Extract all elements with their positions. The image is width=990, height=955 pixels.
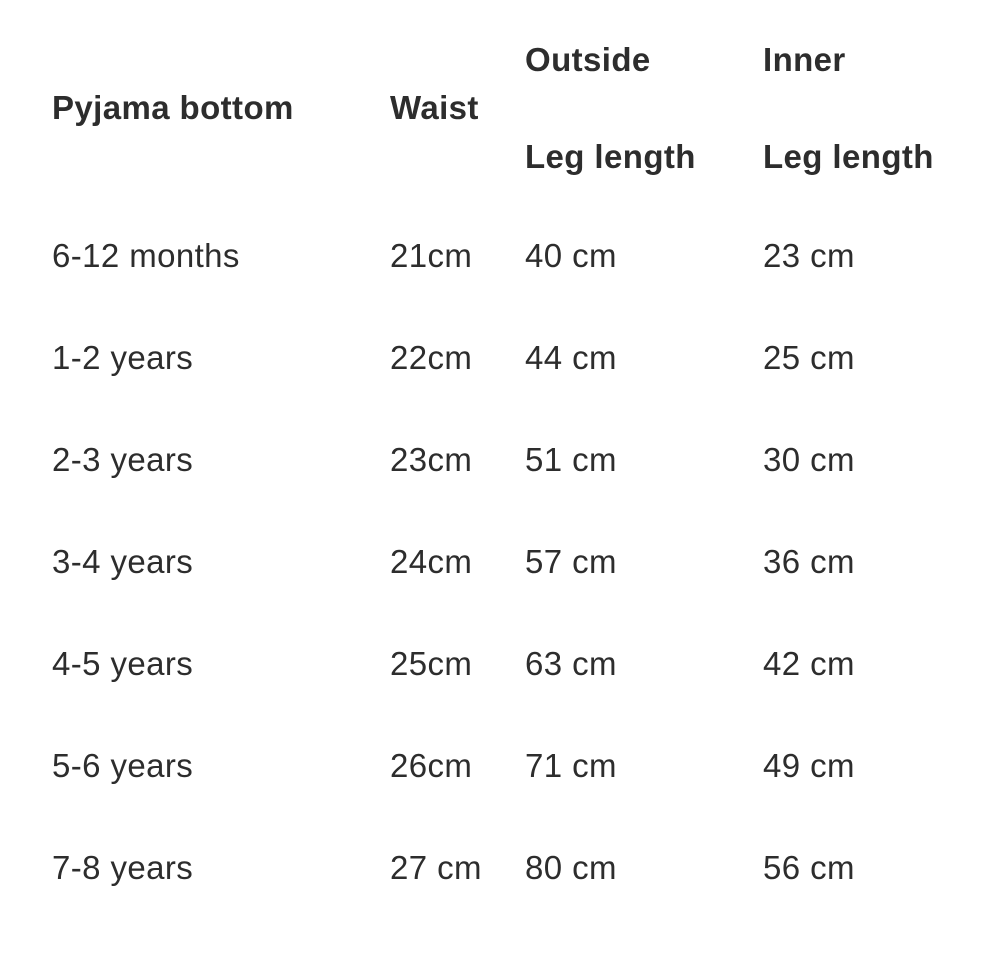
cell-waist: 21cm <box>390 237 473 274</box>
header-inner-leg-line1: Inner <box>763 40 846 78</box>
cell-size: 6-12 months <box>52 237 240 274</box>
cell-outside-leg: 63 cm <box>525 645 617 682</box>
size-chart-header-row: Pyjama bottom Waist Outside Leg length I… <box>52 10 990 205</box>
cell-inner-leg: 49 cm <box>763 747 855 784</box>
table-row: 6-12 months 21cm 40 cm 23 cm <box>52 205 990 307</box>
table-row: 4-5 years 25cm 63 cm 42 cm <box>52 613 990 715</box>
header-outside-leg-length: Outside Leg length <box>525 10 763 205</box>
table-row: 5-6 years 26cm 71 cm 49 cm <box>52 715 990 817</box>
cell-inner-leg: 56 cm <box>763 849 855 886</box>
pyjama-bottom-size-chart: Pyjama bottom Waist Outside Leg length I… <box>52 10 990 919</box>
header-waist-line1: Waist <box>390 89 479 126</box>
cell-size: 5-6 years <box>52 747 194 784</box>
cell-waist: 24cm <box>390 543 473 580</box>
cell-waist: 23cm <box>390 441 473 478</box>
cell-outside-leg: 71 cm <box>525 747 617 784</box>
cell-inner-leg: 36 cm <box>763 543 855 580</box>
table-row: 7-8 years 27 cm 80 cm 56 cm <box>52 817 990 919</box>
header-inner-leg-length: Inner Leg length <box>763 10 990 205</box>
cell-outside-leg: 51 cm <box>525 441 617 478</box>
cell-outside-leg: 44 cm <box>525 339 617 376</box>
cell-size: 4-5 years <box>52 645 194 682</box>
cell-outside-leg: 57 cm <box>525 543 617 580</box>
cell-inner-leg: 30 cm <box>763 441 855 478</box>
cell-outside-leg: 40 cm <box>525 237 617 274</box>
cell-inner-leg: 25 cm <box>763 339 855 376</box>
header-pyjama-bottom: Pyjama bottom <box>52 10 390 205</box>
cell-waist: 26cm <box>390 747 473 784</box>
header-outside-leg-line2: Leg length <box>525 137 696 175</box>
table-row: 3-4 years 24cm 57 cm 36 cm <box>52 511 990 613</box>
cell-size: 3-4 years <box>52 543 194 580</box>
cell-inner-leg: 23 cm <box>763 237 855 274</box>
cell-waist: 25cm <box>390 645 473 682</box>
table-row: 2-3 years 23cm 51 cm 30 cm <box>52 409 990 511</box>
cell-size: 1-2 years <box>52 339 194 376</box>
table-row: 1-2 years 22cm 44 cm 25 cm <box>52 307 990 409</box>
cell-size: 2-3 years <box>52 441 194 478</box>
cell-size: 7-8 years <box>52 849 194 886</box>
header-outside-leg-line1: Outside <box>525 40 651 78</box>
cell-waist: 22cm <box>390 339 473 376</box>
cell-inner-leg: 42 cm <box>763 645 855 682</box>
header-inner-leg-line2: Leg length <box>763 137 934 175</box>
cell-outside-leg: 80 cm <box>525 849 617 886</box>
cell-waist: 27 cm <box>390 849 482 886</box>
header-waist: Waist <box>390 10 525 205</box>
header-pyjama-bottom-line1: Pyjama bottom <box>52 89 294 126</box>
